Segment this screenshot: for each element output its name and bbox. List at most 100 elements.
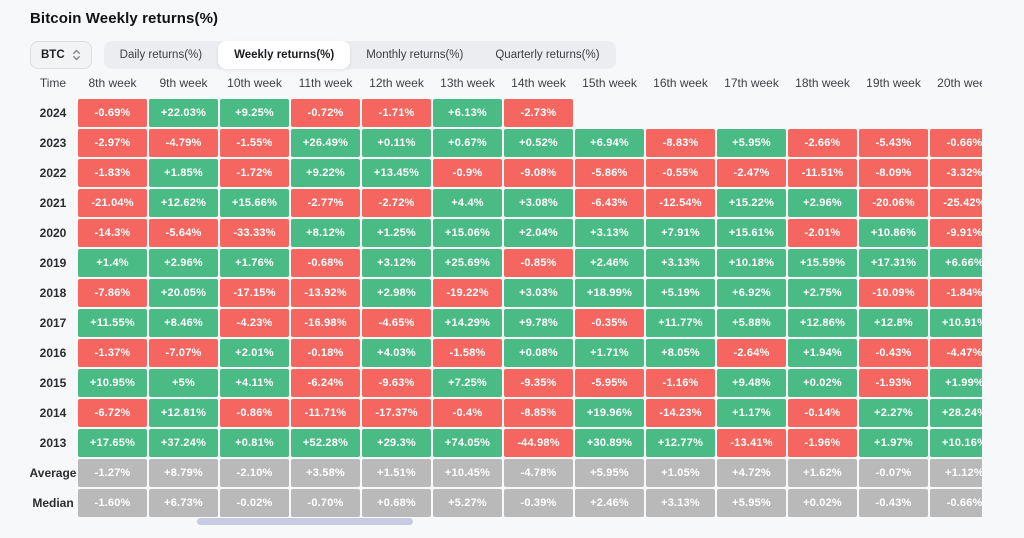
- return-cell: +17.65%: [78, 429, 147, 457]
- return-cell: +2.96%: [149, 249, 218, 277]
- return-cell: +9.48%: [717, 369, 786, 397]
- return-cell: +9.25%: [220, 99, 289, 127]
- return-cell: -0.69%: [78, 99, 147, 127]
- return-cell: -7.86%: [78, 279, 147, 307]
- returns-table-viewport: Time 8th week 9th week 10th week 11th week 12…: [30, 74, 982, 520]
- return-cell: -33.33%: [220, 219, 289, 247]
- return-cell: -1.16%: [646, 369, 715, 397]
- page-title: Bitcoin Weekly returns(%): [30, 10, 219, 27]
- return-cell: +15.06%: [433, 219, 502, 247]
- return-cell: -16.98%: [291, 309, 360, 337]
- return-cell: +1.12%: [930, 459, 982, 487]
- return-cell: +15.61%: [717, 219, 786, 247]
- return-cell: -3.32%: [930, 159, 982, 187]
- table-row-2022: 2022 -1.83% +1.85% -1.72% +9.22% +13.45% -0.9%…: [30, 159, 982, 187]
- return-cell: -4.79%: [149, 129, 218, 157]
- return-cell: +8.79%: [149, 459, 218, 487]
- return-cell: -0.39%: [504, 489, 573, 517]
- asset-selector[interactable]: BTC: [30, 41, 92, 69]
- return-cell: +3.12%: [362, 249, 431, 277]
- row-label: 2020: [39, 226, 67, 240]
- return-cell: +1.62%: [788, 459, 857, 487]
- return-cell: -13.92%: [291, 279, 360, 307]
- tab-weekly-returns[interactable]: Weekly returns(%): [218, 41, 351, 69]
- return-cell: +1.97%: [859, 429, 928, 457]
- return-cell: -2.97%: [78, 129, 147, 157]
- return-cell: +2.46%: [575, 249, 644, 277]
- return-cell: -1.60%: [78, 489, 147, 517]
- row-label: 2022: [39, 166, 67, 180]
- return-cell: -2.01%: [788, 219, 857, 247]
- row-label: 2021: [39, 196, 67, 210]
- return-cell: +3.13%: [646, 249, 715, 277]
- return-cell: -4.23%: [220, 309, 289, 337]
- return-cell: -12.54%: [646, 189, 715, 217]
- return-cell: +52.28%: [291, 429, 360, 457]
- row-label: 2014: [39, 406, 67, 420]
- return-cell: -11.71%: [291, 399, 360, 427]
- return-cell: +74.05%: [433, 429, 502, 457]
- return-cell: +1.4%: [78, 249, 147, 277]
- return-cell: +10.16%: [930, 429, 982, 457]
- column-header: 19th week: [866, 76, 921, 90]
- return-cell: -1.84%: [930, 279, 982, 307]
- return-cell: +6.92%: [717, 279, 786, 307]
- empty-cell: [788, 99, 857, 127]
- table-row-2024: 2024 -0.69% +22.03% +9.25% -0.72% -1.71% +6.13…: [30, 99, 982, 127]
- return-cell: +2.98%: [362, 279, 431, 307]
- horizontal-scrollbar-thumb[interactable]: [197, 518, 413, 525]
- return-cell: -5.43%: [859, 129, 928, 157]
- tab-quarterly-returns[interactable]: Quarterly returns(%): [479, 41, 615, 69]
- returns-table: Time 8th week 9th week 10th week 11th week 12…: [30, 74, 982, 517]
- table-row-2013: 2013 +17.65% +37.24% +0.81% +52.28% +29.3% +74…: [30, 429, 982, 457]
- empty-cell: [575, 99, 644, 127]
- return-cell: +2.46%: [575, 489, 644, 517]
- row-label: 2016: [39, 346, 67, 360]
- return-cell: +2.27%: [859, 399, 928, 427]
- return-cell: +9.22%: [291, 159, 360, 187]
- return-cell: +15.59%: [788, 249, 857, 277]
- return-cell: +6.66%: [930, 249, 982, 277]
- return-cell: -0.72%: [291, 99, 360, 127]
- empty-cell: [930, 99, 982, 127]
- return-cell: -0.66%: [930, 129, 982, 157]
- return-cell: +7.91%: [646, 219, 715, 247]
- tab-daily-returns[interactable]: Daily returns(%): [104, 41, 218, 69]
- column-header: 20th week: [937, 76, 982, 90]
- return-cell: -1.37%: [78, 339, 147, 367]
- return-cell: -13.41%: [717, 429, 786, 457]
- row-label: 2017: [39, 316, 67, 330]
- return-cell: +12.81%: [149, 399, 218, 427]
- return-cell: -0.85%: [504, 249, 573, 277]
- row-label: 2015: [39, 376, 67, 390]
- return-cell: +29.3%: [362, 429, 431, 457]
- return-cell: +10.86%: [859, 219, 928, 247]
- return-cell: -1.58%: [433, 339, 502, 367]
- return-cell: +20.05%: [149, 279, 218, 307]
- return-cell: +1.71%: [575, 339, 644, 367]
- return-cell: +0.08%: [504, 339, 573, 367]
- table-header-row: Time 8th week 9th week 10th week 11th week 12…: [30, 74, 982, 92]
- return-cell: -17.37%: [362, 399, 431, 427]
- return-cell: -1.83%: [78, 159, 147, 187]
- return-cell: +1.85%: [149, 159, 218, 187]
- return-cell: -1.55%: [220, 129, 289, 157]
- return-cell: -21.04%: [78, 189, 147, 217]
- return-cell: -0.18%: [291, 339, 360, 367]
- tab-monthly-returns[interactable]: Monthly returns(%): [350, 41, 479, 69]
- return-cell: -1.72%: [220, 159, 289, 187]
- return-cell: +10.91%: [930, 309, 982, 337]
- return-cell: -9.91%: [930, 219, 982, 247]
- return-cell: -44.98%: [504, 429, 573, 457]
- return-cell: +37.24%: [149, 429, 218, 457]
- return-cell: +15.22%: [717, 189, 786, 217]
- return-cell: +9.78%: [504, 309, 573, 337]
- table-row-2020: 2020 -14.3% -5.64% -33.33% +8.12% +1.25% +15.0…: [30, 219, 982, 247]
- return-cell: +12.62%: [149, 189, 218, 217]
- return-cell: +6.73%: [149, 489, 218, 517]
- return-cell: +17.31%: [859, 249, 928, 277]
- return-cell: +19.96%: [575, 399, 644, 427]
- return-cell: +22.03%: [149, 99, 218, 127]
- row-label: 2023: [39, 136, 67, 150]
- return-cell: +3.03%: [504, 279, 573, 307]
